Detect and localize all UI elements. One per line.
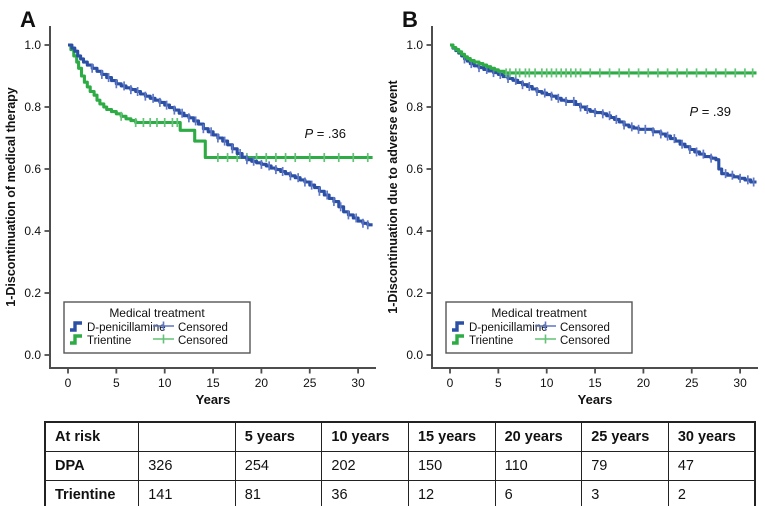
x-tick-label: 0: [65, 376, 72, 390]
x-tick-label: 10: [540, 376, 554, 390]
value-cell: 81: [234, 480, 323, 506]
row-label-cell: DPA: [44, 451, 140, 481]
y-tick-label: 0.4: [406, 224, 423, 238]
value-cell: 36: [321, 480, 409, 506]
at-risk-table: At risk 5 years 10 years 15 years 20 years 25…: [44, 421, 756, 506]
x-axis-title: Years: [578, 392, 613, 407]
x-tick-label: 5: [495, 376, 502, 390]
x-tick-label: 30: [351, 376, 365, 390]
value-cell: 47: [667, 451, 756, 481]
legend-line-icon: [452, 321, 464, 332]
at-risk-table-body: DPA 326 254 202 150 110 79 47 Trientine 141 81 36 12…: [44, 451, 756, 506]
y-tick-label: 0.6: [24, 162, 41, 176]
x-tick-label: 25: [685, 376, 699, 390]
table-header-cell: 10 years: [321, 421, 409, 452]
table-header-cell: 5 years: [234, 421, 323, 452]
panel-label: A: [20, 7, 36, 32]
legend-item-label: Trientine: [469, 335, 513, 347]
value-cell: 110: [494, 451, 583, 481]
value-cell: 6: [494, 480, 583, 506]
table-header-cell: 25 years: [581, 421, 669, 452]
km-chart-b: B 0.0 0.2 0.4 0.6 0.8 1.0 0 5 10 15 20 25 30 1-Discont…: [386, 7, 758, 407]
legend-line-icon: [70, 321, 82, 332]
p-value: P = .39: [689, 104, 731, 119]
row-label-cell: Trientine: [44, 480, 140, 506]
value-cell: 2: [667, 480, 756, 506]
x-tick-label: 10: [158, 376, 172, 390]
table-header-cell: 30 years: [667, 421, 756, 452]
y-tick-label: 0.0: [24, 348, 41, 362]
y-axis-title: 1-Discontinuation of medical therapy: [4, 87, 18, 307]
censor-marks-d-penicillamine: [463, 54, 755, 187]
legend-line-icon: [452, 334, 464, 345]
value-cell: 326: [138, 451, 236, 481]
series-trientine: [450, 43, 757, 75]
chart-panels: A 0.0 0.2 0.4 0.6 0.8 1.0 0 5 10 15 20 25 30 1-Discont…: [0, 0, 764, 414]
table-header-cell: 20 years: [494, 421, 583, 452]
table-row: DPA 326 254 202 150 110 79 47: [44, 451, 756, 481]
legend-item-label: Trientine: [87, 335, 131, 347]
x-tick-label: 15: [588, 376, 602, 390]
y-axis-title: 1-Discontinuation due to adverse event: [386, 79, 400, 313]
y-tick-label: 0.4: [24, 224, 41, 238]
p-value: P = .36: [304, 126, 346, 141]
km-chart-a: A 0.0 0.2 0.4 0.6 0.8 1.0 0 5 10 15 20 25 30 1-Discont…: [4, 7, 376, 407]
legend: Medical treatment D-penicillamineTrientin…: [63, 301, 251, 354]
legend: Medical treatment D-penicillamineTrientin…: [445, 301, 633, 354]
table-header-cell: At risk: [44, 421, 140, 452]
value-cell: 150: [407, 451, 496, 481]
legend-censored-label: Censored: [560, 322, 610, 334]
y-tick-label: 0.2: [24, 286, 41, 300]
legend-box: [445, 301, 633, 354]
legend-item-label: D-penicillamine: [87, 322, 166, 334]
x-tick-label: 30: [733, 376, 747, 390]
legend-line-icon: [70, 334, 82, 345]
y-tick-label: 0.0: [406, 348, 423, 362]
table-header-row: At risk 5 years 10 years 15 years 20 years 25…: [44, 421, 756, 452]
value-cell: 12: [407, 480, 496, 506]
legend-box: [63, 301, 251, 354]
legend-title: Medical treatment: [109, 306, 205, 320]
legend-censored-label: Censored: [178, 322, 228, 334]
value-cell: 254: [234, 451, 323, 481]
y-tick-label: 0.2: [406, 286, 423, 300]
legend-title: Medical treatment: [491, 306, 587, 320]
legend-item-label: D-penicillamine: [469, 322, 548, 334]
x-tick-label: 20: [255, 376, 269, 390]
censor-marks-d-penicillamine: [91, 63, 369, 230]
x-tick-label: 0: [447, 376, 454, 390]
at-risk-table-header: At risk 5 years 10 years 15 years 20 years 25…: [44, 421, 756, 452]
x-tick-label: 5: [113, 376, 120, 390]
x-tick-label: 15: [206, 376, 220, 390]
table-header-cell: [138, 421, 236, 452]
value-cell: 79: [581, 451, 669, 481]
legend-censored-label: Censored: [178, 335, 228, 347]
panel-b: B 0.0 0.2 0.4 0.6 0.8 1.0 0 5 10 15 20 25 30 1-Discont…: [382, 0, 764, 414]
y-tick-label: 1.0: [406, 38, 423, 52]
table-header-cell: 15 years: [407, 421, 496, 452]
x-axis-title: Years: [196, 392, 231, 407]
y-tick-label: 0.8: [24, 100, 41, 114]
panel-label: B: [402, 7, 418, 32]
y-tick-label: 0.8: [406, 100, 423, 114]
x-tick-label: 20: [637, 376, 651, 390]
panel-a: A 0.0 0.2 0.4 0.6 0.8 1.0 0 5 10 15 20 25 30 1-Discont…: [0, 0, 382, 414]
value-cell: 3: [581, 480, 669, 506]
table-row: Trientine 141 81 36 12 6 3 2: [44, 480, 756, 506]
y-tick-label: 0.6: [406, 162, 423, 176]
censor-marks-trientine: [505, 68, 754, 78]
value-cell: 202: [321, 451, 409, 481]
x-tick-label: 25: [303, 376, 317, 390]
value-cell: 141: [138, 480, 236, 506]
y-tick-label: 1.0: [24, 38, 41, 52]
legend-censored-label: Censored: [560, 335, 610, 347]
